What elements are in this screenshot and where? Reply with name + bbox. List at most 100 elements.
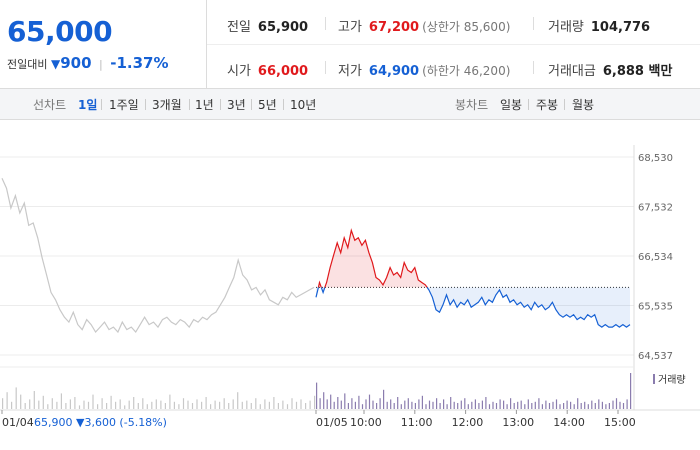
- divider: [251, 99, 252, 110]
- upper-limit: (상한가 85,600): [422, 20, 511, 34]
- tab-weekly-candle[interactable]: 주봉: [536, 98, 559, 112]
- today-line: [315, 228, 631, 328]
- quote-header: 65,000 전일대비 ▼900 | -1.37% 전일 65,900 고가 67,…: [0, 0, 700, 89]
- stat-value: 66,000: [257, 64, 309, 79]
- volume-bar: [259, 404, 261, 409]
- volume-bar: [133, 397, 135, 409]
- tab-10y[interactable]: 10년: [290, 98, 317, 112]
- volume-bar: [432, 401, 434, 409]
- x-tick-label: 14:00: [553, 416, 585, 429]
- volume-bar: [372, 400, 374, 409]
- volume-bar: [24, 403, 26, 409]
- divider: [533, 17, 534, 30]
- volume-bar: [524, 404, 526, 409]
- up-series: [317, 280, 322, 288]
- price-change: 전일대비 ▼900 | -1.37%: [7, 54, 169, 72]
- volume-bar: [594, 403, 596, 409]
- volume-bar: [337, 397, 339, 409]
- y-tick-label: 66,534: [638, 252, 673, 263]
- volume-bar: [124, 405, 126, 409]
- divider: [189, 99, 190, 110]
- volume-bar: [428, 400, 431, 409]
- volume-bar: [368, 394, 371, 409]
- volume-legend: 거래량: [658, 374, 686, 386]
- volume-bar: [29, 399, 31, 409]
- change-percent: -1.37%: [110, 54, 169, 72]
- tab-1d[interactable]: 1일: [78, 98, 98, 112]
- volume-legend-swatch: [653, 374, 655, 384]
- volume-bar: [495, 403, 498, 409]
- volume-bar: [155, 399, 157, 409]
- volume-bar: [439, 403, 441, 409]
- volume-bar: [541, 404, 543, 409]
- down-arrow-icon: ▼: [50, 57, 61, 71]
- tab-1y[interactable]: 1년: [195, 98, 214, 112]
- previous-day-series: [1, 178, 315, 334]
- volume-bar: [485, 397, 487, 409]
- volume-bar: [15, 387, 17, 409]
- volume-bar: [457, 403, 459, 409]
- up-area: [324, 230, 428, 288]
- y-tick-label: 65,535: [638, 302, 673, 313]
- volume-bar: [38, 400, 40, 409]
- volume-bar: [510, 398, 512, 409]
- divider: [220, 99, 221, 110]
- volume-bar: [411, 401, 413, 409]
- volume-bar: [201, 401, 203, 409]
- stat-prev-close: 전일 65,900: [227, 16, 308, 35]
- volume-bar: [92, 394, 94, 409]
- change-label: 전일대비: [7, 58, 48, 71]
- volume-bar: [228, 403, 230, 409]
- down-series: [426, 287, 631, 328]
- tab-3y[interactable]: 3년: [227, 98, 246, 112]
- volume-bar: [106, 403, 108, 409]
- volume-bar: [326, 399, 328, 409]
- volume-bar: [65, 403, 67, 409]
- volume-bar: [295, 401, 298, 409]
- volume-bar: [481, 400, 483, 409]
- tab-5y[interactable]: 5년: [258, 98, 277, 112]
- volume-bar: [316, 382, 318, 409]
- volume-bar: [566, 400, 568, 409]
- volume-bar: [421, 395, 423, 409]
- tab-3m[interactable]: 3개월: [152, 98, 182, 112]
- volume-bar: [187, 400, 189, 409]
- x-tick-label: 12:00: [452, 416, 484, 429]
- stat-amount: 거래대금 6,888 백만: [548, 60, 672, 79]
- tab-1w[interactable]: 1주일: [109, 98, 139, 112]
- stat-label: 전일: [227, 20, 251, 35]
- volume-bar: [47, 404, 49, 409]
- volume-bar: [250, 403, 252, 409]
- y-axis: 68,530 67,532 66,534 65,535 64,537: [638, 153, 673, 362]
- volume-bar: [573, 404, 575, 409]
- volume-bar: [78, 405, 81, 409]
- volume-bar: [397, 397, 399, 409]
- volume-bar: [622, 403, 625, 409]
- divider: [145, 99, 146, 110]
- volume-bar: [587, 404, 589, 409]
- tab-monthly-candle[interactable]: 월봉: [572, 98, 595, 112]
- volume-bar: [450, 397, 452, 409]
- volume-bar: [6, 392, 8, 409]
- stats-panel: 전일 65,900 고가 67,200 (상한가 85,600) 거래량 104,776…: [207, 0, 700, 88]
- volume-bar: [460, 400, 462, 409]
- volume-bar: [191, 403, 194, 409]
- tab-daily-candle[interactable]: 일봉: [500, 98, 523, 112]
- volume-bar: [499, 399, 501, 409]
- volume-bar: [42, 395, 44, 409]
- stat-open: 시가 66,000: [227, 60, 308, 79]
- volume-bar: [232, 399, 234, 409]
- volume-bar: [291, 398, 293, 409]
- volume-bar: [534, 401, 536, 409]
- volume-bar: [340, 400, 342, 409]
- volume-bar: [608, 403, 610, 409]
- volume-bar: [101, 398, 103, 409]
- volume-bar: [555, 399, 558, 409]
- down-series: [315, 287, 319, 298]
- volume-bar: [503, 400, 505, 409]
- divider: [207, 44, 700, 45]
- divider: [528, 99, 529, 110]
- volume-bar: [580, 403, 582, 409]
- stat-value: 104,776: [590, 20, 651, 35]
